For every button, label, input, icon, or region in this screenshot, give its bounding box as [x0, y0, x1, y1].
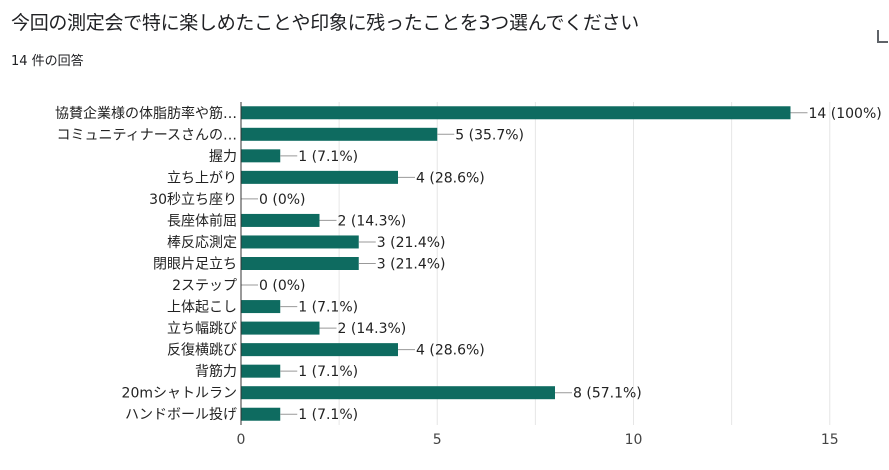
bar[interactable]	[241, 257, 359, 270]
category-label: 20mシャトルラン	[122, 386, 237, 402]
value-label: 8 (57.1%)	[573, 386, 642, 402]
question-title: 今回の測定会で特に楽しめたことや印象に残ったことを3つ選んでください	[11, 12, 639, 34]
value-label: 1 (7.1%)	[298, 149, 358, 165]
category-label: 立ち幅跳び	[167, 321, 237, 337]
value-label: 3 (21.4%)	[377, 235, 446, 251]
value-label: 1 (7.1%)	[298, 300, 358, 316]
chart-gridlines	[338, 102, 831, 425]
bar[interactable]	[241, 213, 320, 227]
value-label: 1 (7.1%)	[298, 364, 358, 380]
response-count: 14 件の回答	[11, 54, 84, 69]
x-tick-label: 15	[821, 432, 839, 448]
value-label: 4 (28.6%)	[416, 170, 485, 186]
category-label: 棒反応測定	[167, 235, 237, 251]
category-label: 長座体前屈	[167, 212, 237, 229]
bar[interactable]	[241, 170, 398, 184]
category-label: 握力	[209, 149, 237, 165]
category-label: 反復横跳び	[167, 342, 237, 359]
bar[interactable]	[241, 386, 555, 400]
category-label: 背筋力	[195, 363, 237, 380]
value-label: 3 (21.4%)	[377, 257, 446, 273]
value-label: 5 (35.7%)	[455, 127, 524, 143]
category-label: 協賛企業様の体脂肪率や筋…	[55, 105, 237, 122]
chart-bars: 14 (100%) 5 (35.7%) 1 (7.1%) 4 (28.6%) 0 (0%…	[241, 106, 882, 423]
value-label: 0 (0%)	[259, 278, 306, 294]
category-label: 30秒立ち座り	[149, 192, 237, 208]
bar[interactable]	[241, 364, 281, 378]
value-label: 1 (7.1%)	[298, 407, 358, 423]
value-label: 0 (0%)	[259, 192, 306, 208]
bar[interactable]	[241, 235, 359, 249]
bar[interactable]	[241, 343, 398, 357]
value-label: 4 (28.6%)	[416, 343, 485, 359]
x-tick-label: 5	[433, 432, 442, 448]
bar[interactable]	[241, 127, 438, 141]
x-tick-label: 0	[237, 432, 246, 448]
category-label: 閉眼片足立ち	[153, 257, 237, 273]
bar[interactable]	[241, 300, 281, 314]
bar[interactable]	[241, 149, 281, 163]
bar[interactable]	[241, 321, 320, 335]
category-label: 立ち上がり	[167, 170, 237, 186]
bar[interactable]	[241, 106, 791, 120]
bar[interactable]	[241, 407, 281, 421]
value-label: 2 (14.3%)	[338, 321, 407, 337]
x-tick-label: 10	[625, 432, 643, 448]
value-label: 14 (100%)	[809, 106, 882, 122]
category-label: コミュニティナースさんの…	[57, 127, 237, 143]
category-label: 上体起こし	[167, 300, 237, 316]
category-label: ハンドボール投げ	[125, 407, 237, 423]
value-label: 2 (14.3%)	[338, 213, 407, 229]
copy-chart-icon[interactable]	[876, 28, 889, 46]
category-label: 2ステップ	[172, 278, 237, 294]
